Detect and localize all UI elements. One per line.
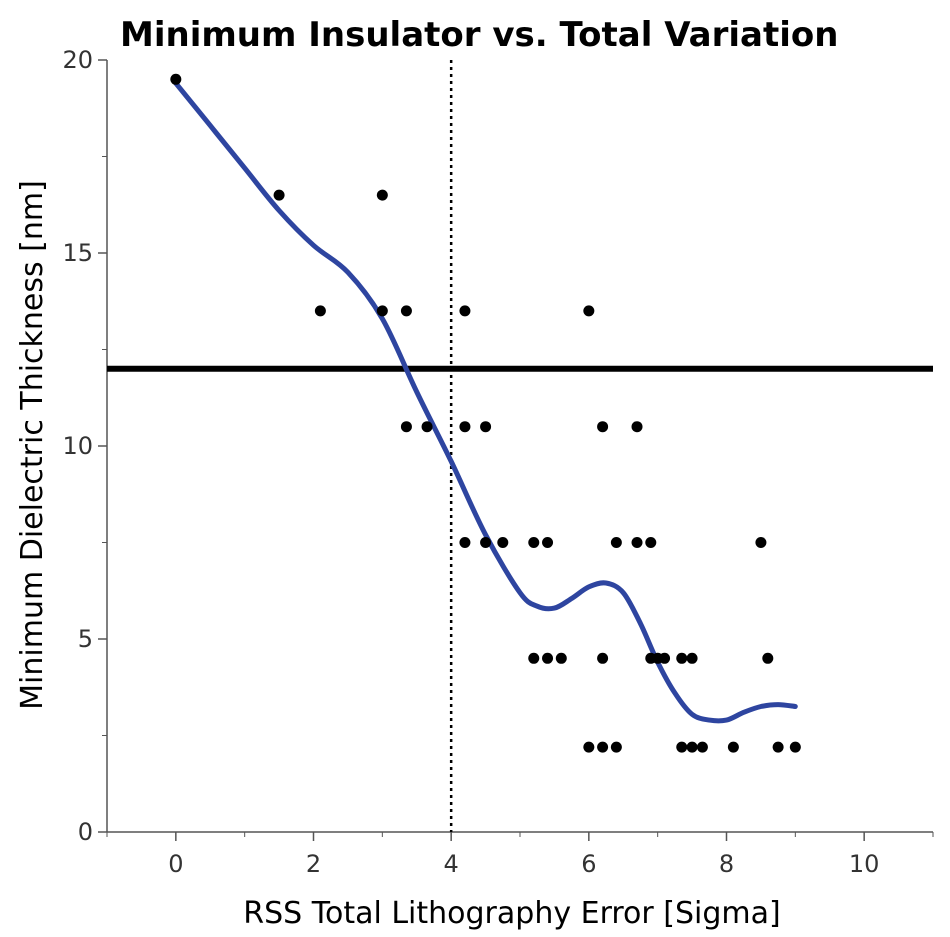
- data-point-22: [755, 537, 767, 548]
- x-tick-label-3: 6: [581, 850, 596, 878]
- data-point-17: [528, 537, 540, 548]
- data-point-33: [583, 741, 595, 753]
- data-point-36: [676, 741, 688, 753]
- data-point-26: [597, 652, 609, 664]
- y-tick-label-3: 15: [62, 239, 93, 267]
- data-point-24: [542, 652, 554, 664]
- chart-title: Minimum Insulator vs. Total Variation: [120, 15, 838, 55]
- y-tick-label-0: 0: [78, 818, 93, 846]
- data-point-1: [273, 189, 285, 201]
- data-point-23: [528, 652, 540, 664]
- data-point-38: [696, 741, 708, 753]
- y-axis-label: Minimum Dielectric Thickness [nm]: [15, 180, 50, 710]
- data-point-30: [676, 652, 688, 664]
- data-point-16: [497, 537, 509, 548]
- smoother-curve: [173, 80, 798, 724]
- x-tick-label-0: 0: [168, 850, 183, 878]
- smoother-layer: [173, 80, 798, 724]
- data-point-0: [170, 73, 182, 85]
- data-point-14: [459, 537, 471, 548]
- data-point-15: [480, 537, 492, 548]
- data-point-12: [597, 421, 609, 433]
- data-point-35: [610, 741, 622, 753]
- data-point-34: [597, 741, 609, 753]
- data-point-21: [645, 537, 657, 548]
- y-axis-ticks: 0 5 10 15 20: [62, 46, 107, 846]
- data-point-3: [314, 305, 326, 317]
- data-point-2: [376, 189, 388, 201]
- x-tick-label-4: 8: [719, 850, 734, 878]
- data-point-32: [762, 652, 774, 664]
- data-point-25: [555, 652, 567, 664]
- y-tick-label-2: 10: [62, 432, 93, 460]
- data-point-5: [400, 305, 412, 317]
- data-point-29: [659, 652, 671, 664]
- data-point-4: [376, 305, 388, 317]
- data-point-31: [686, 652, 698, 664]
- x-axis-label: RSS Total Lithography Error [Sigma]: [243, 896, 780, 931]
- data-point-19: [610, 537, 622, 548]
- x-tick-label-2: 4: [444, 850, 459, 878]
- data-point-18: [542, 537, 554, 548]
- x-tick-label-1: 2: [306, 850, 321, 878]
- plot-frame: [106, 60, 933, 833]
- data-point-10: [459, 421, 471, 433]
- data-point-39: [727, 741, 739, 753]
- data-point-6: [459, 305, 471, 317]
- data-point-37: [686, 741, 698, 753]
- data-point-40: [772, 741, 784, 753]
- y-tick-label-1: 5: [78, 625, 93, 653]
- data-point-8: [400, 421, 412, 433]
- data-point-41: [789, 741, 801, 753]
- x-axis-ticks: 0 2 4 6 8 10: [106, 832, 934, 878]
- x-tick-label-5: 10: [849, 850, 880, 878]
- data-point-20: [631, 537, 643, 548]
- y-tick-label-4: 20: [62, 46, 93, 74]
- data-point-11: [480, 421, 492, 433]
- points-layer: [170, 73, 801, 753]
- data-point-9: [421, 421, 433, 433]
- reference-lines: [107, 60, 933, 832]
- data-point-13: [631, 421, 643, 433]
- data-point-7: [583, 305, 595, 317]
